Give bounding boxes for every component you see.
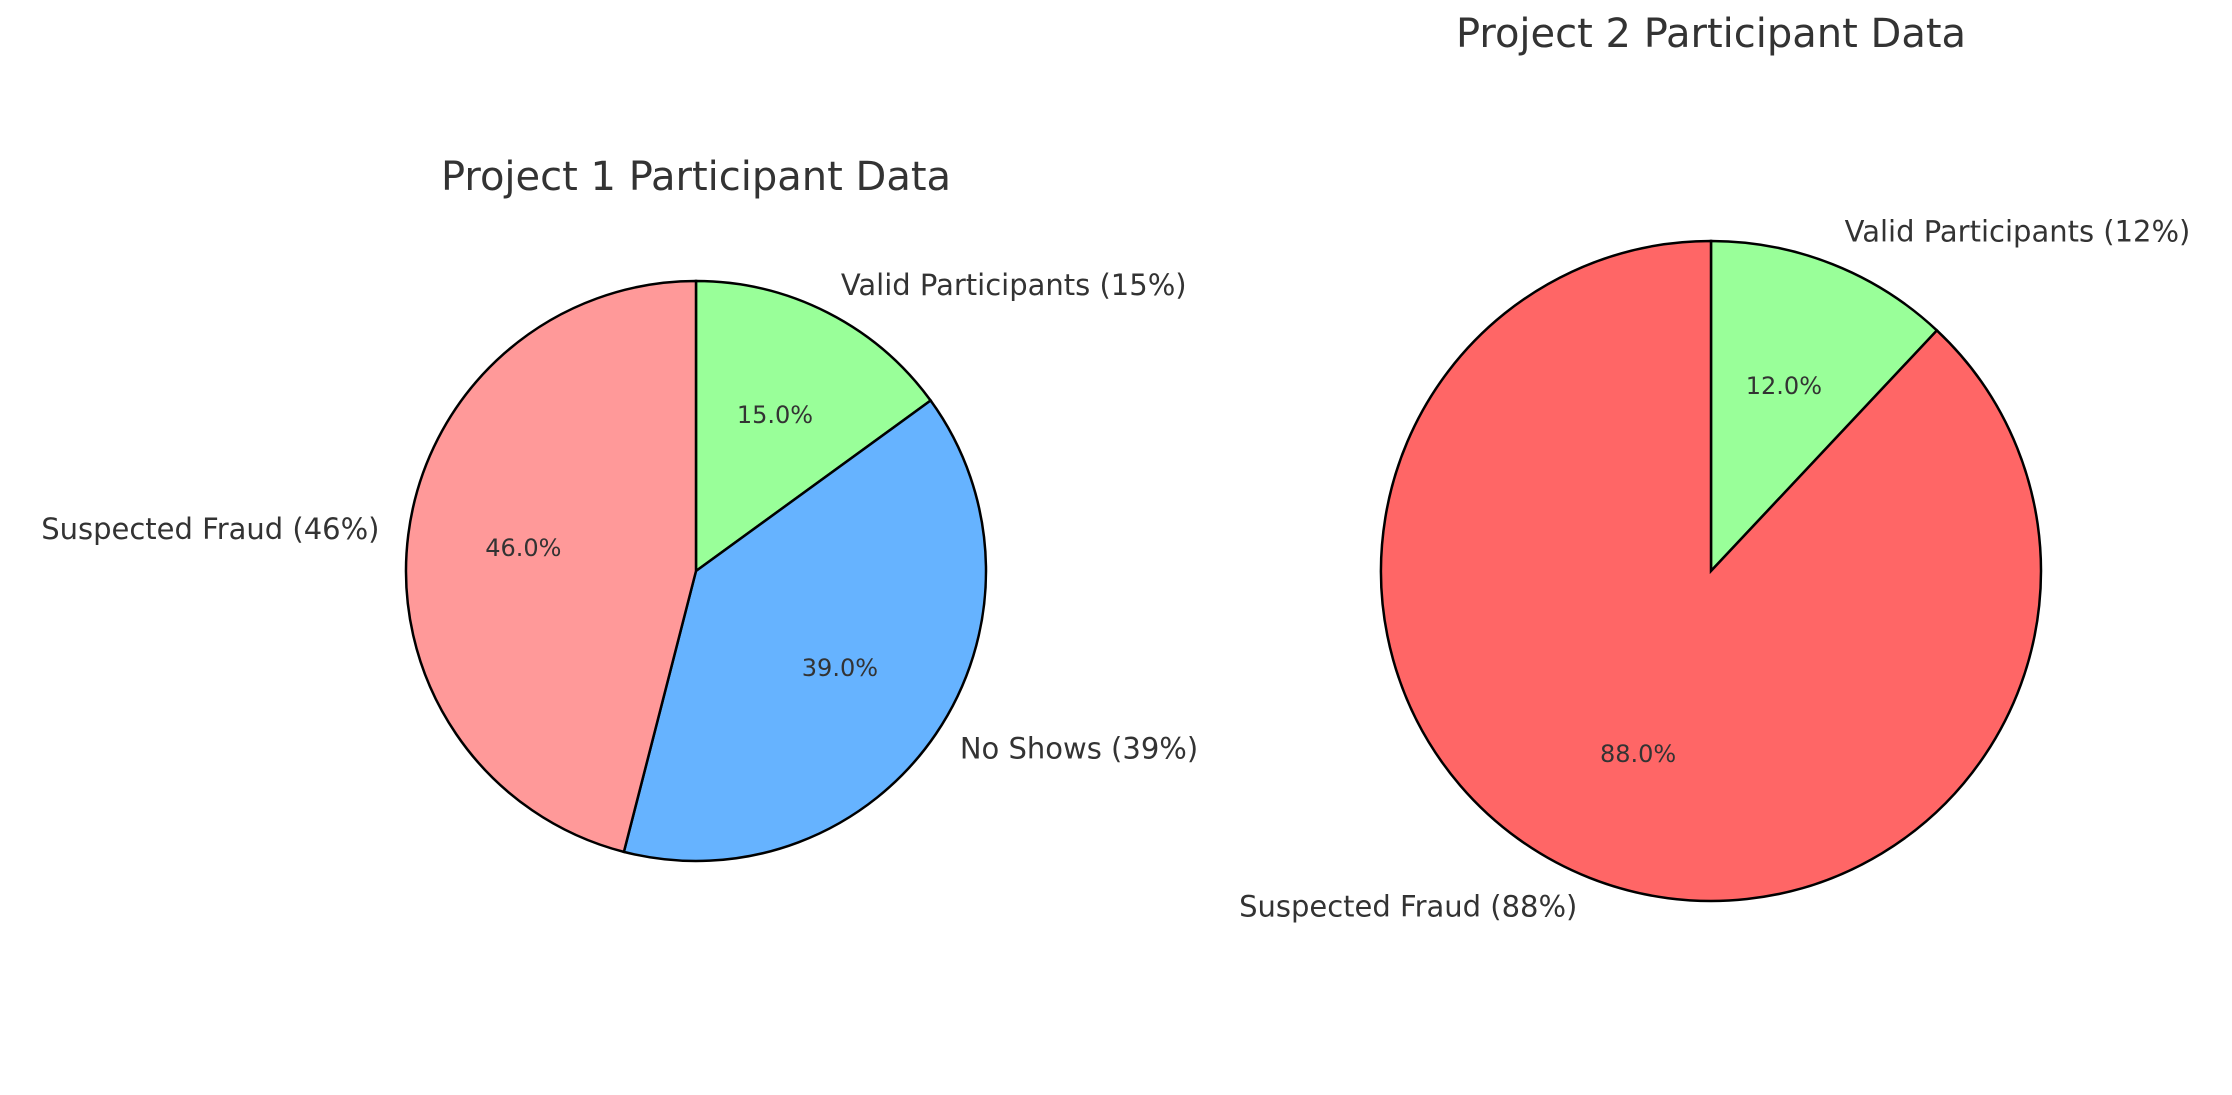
chart-title: Project 2 Participant Data bbox=[1456, 11, 1966, 57]
pie-slice bbox=[1709, 239, 1939, 575]
value-label: 15.0% bbox=[737, 401, 813, 429]
slice-label: Valid Participants (12%) bbox=[1845, 214, 2191, 248]
slice-label: Valid Participants (15%) bbox=[841, 268, 1187, 302]
value-label: 39.0% bbox=[802, 654, 878, 682]
value-label: 88.0% bbox=[1600, 740, 1676, 768]
value-label: 12.0% bbox=[1746, 372, 1822, 400]
pie-slice bbox=[694, 279, 933, 574]
slice-label: Suspected Fraud (88%) bbox=[1239, 890, 1577, 924]
slice-label: Suspected Fraud (46%) bbox=[41, 512, 379, 546]
pie-slice bbox=[622, 398, 988, 863]
pie-slice bbox=[1379, 239, 2043, 903]
chart-title: Project 1 Participant Data bbox=[441, 154, 951, 200]
slice-label: No Shows (39%) bbox=[960, 731, 1198, 765]
value-label: 46.0% bbox=[485, 534, 561, 562]
pie-slice bbox=[404, 279, 698, 854]
